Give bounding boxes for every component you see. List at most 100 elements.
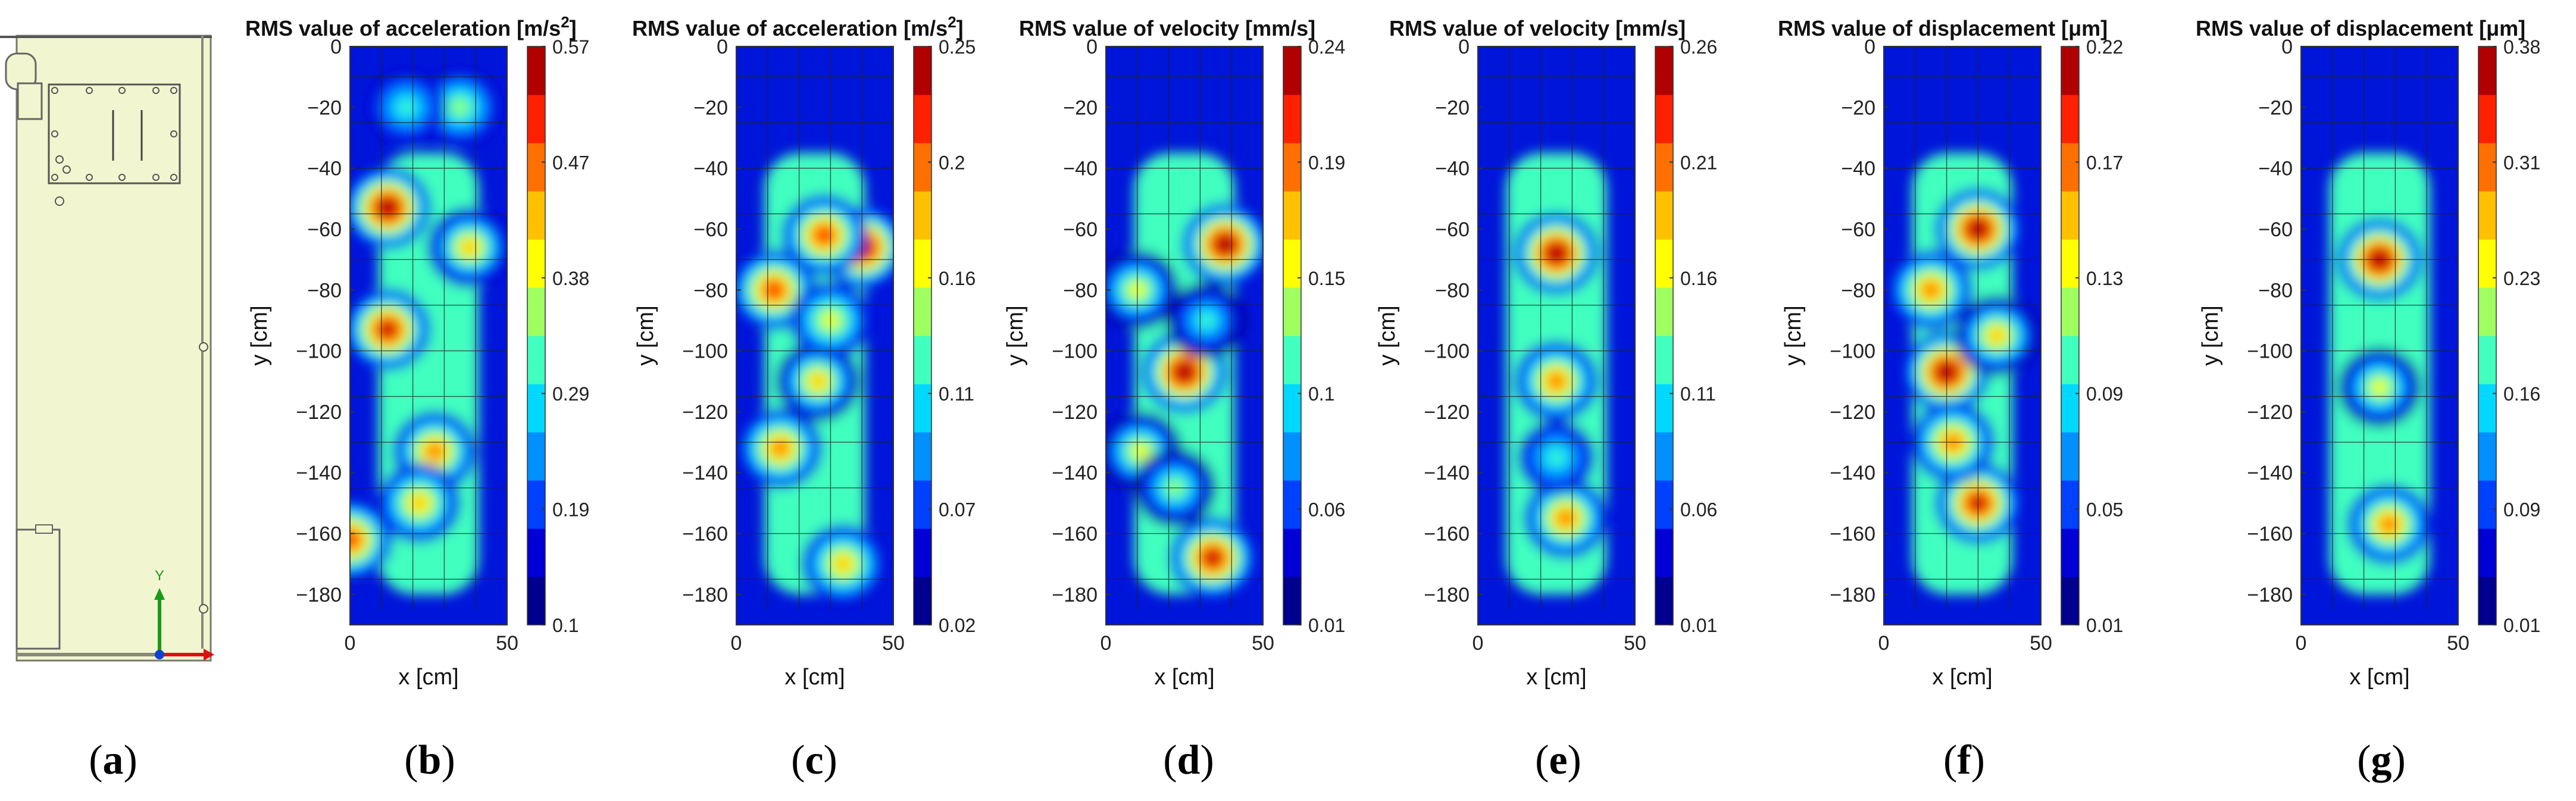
hotspot-3 bbox=[2347, 484, 2431, 565]
y-tick-label: −40 bbox=[1435, 158, 1470, 180]
colorbar-tick-label: 0.09 bbox=[2086, 383, 2123, 405]
chart-title: RMS value of acceleration [m/s2] bbox=[245, 13, 577, 40]
x-tick-label: 50 bbox=[1624, 632, 1646, 655]
x-tick-label: 50 bbox=[496, 632, 518, 655]
x-tick-label: 0 bbox=[345, 632, 356, 655]
colorbar-tick-label: 0.25 bbox=[939, 36, 976, 58]
cad-bottom-left-bracket bbox=[15, 528, 61, 650]
panel-letters: (a) (b) (c) (d) (e) (f) (g) bbox=[89, 737, 2406, 783]
y-tick-label: 0 bbox=[717, 36, 728, 58]
y-tick-label: −80 bbox=[1435, 279, 1470, 302]
hotspot-8 bbox=[377, 464, 461, 543]
y-tick-label: −20 bbox=[2258, 96, 2293, 119]
colorbar-tick-label: 0.05 bbox=[2086, 499, 2123, 521]
y-tick-label: −180 bbox=[2247, 584, 2293, 606]
y-tick-label: −40 bbox=[693, 158, 728, 180]
y-tick-label: −160 bbox=[1052, 523, 1098, 546]
y-tick-label: −160 bbox=[682, 523, 728, 546]
grid bbox=[736, 46, 893, 610]
chart-title-superscript: 2 bbox=[948, 13, 956, 31]
y-tick-label: −140 bbox=[1424, 462, 1470, 484]
cad-panel-bolts bbox=[51, 87, 208, 614]
hotspot-6 bbox=[801, 524, 885, 603]
x-tick-label: 50 bbox=[882, 632, 905, 655]
x-tick-label: 50 bbox=[2030, 632, 2052, 655]
plot-frame bbox=[1883, 46, 2042, 625]
chart-title: RMS value of acceleration [m/s2] bbox=[632, 13, 964, 40]
x-axis-label: x [cm] bbox=[398, 665, 458, 690]
hotspot-2 bbox=[350, 289, 431, 371]
y-tick-label: −120 bbox=[1052, 401, 1098, 424]
colorbar-tick-label: 0.19 bbox=[1308, 152, 1345, 173]
y-tick-label: −180 bbox=[296, 584, 342, 606]
y-tick-label: 0 bbox=[330, 36, 342, 58]
colorbar-tick-label: 0.17 bbox=[2086, 152, 2123, 173]
hotspot-1 bbox=[1513, 212, 1600, 295]
hotspot-2 bbox=[2338, 348, 2421, 427]
colorbar-tick-label: 0.21 bbox=[1680, 152, 1717, 173]
panel-letter: (c) bbox=[791, 737, 837, 783]
colorbar-tick-label: 0.38 bbox=[2503, 36, 2540, 58]
y-tick-label: −180 bbox=[1052, 584, 1098, 606]
y-tick-label: −120 bbox=[296, 401, 342, 424]
y-axis-label: y [cm] bbox=[2198, 305, 2223, 365]
colorbar-tick-label: 0.2 bbox=[939, 152, 965, 173]
x-tick-label: 0 bbox=[731, 632, 742, 655]
chart-title-superscript: 2 bbox=[561, 13, 569, 31]
hotspot-4 bbox=[1106, 251, 1179, 330]
y-tick-label: −140 bbox=[1830, 462, 1875, 484]
y-tick-label: −100 bbox=[682, 340, 728, 363]
x-axis-label: x [cm] bbox=[1526, 665, 1586, 690]
chart-title: RMS value of velocity [mm/s] bbox=[1019, 16, 1315, 40]
y-tick-label: −120 bbox=[1830, 401, 1875, 424]
hotspot-5 bbox=[1955, 295, 2039, 376]
y-tick-label: −60 bbox=[1063, 218, 1098, 241]
panel-letter: (d) bbox=[1163, 737, 1214, 783]
panel-a-cad-drawing: Y bbox=[0, 35, 214, 662]
x-axis-label: x [cm] bbox=[784, 665, 845, 690]
y-tick-label: −80 bbox=[1063, 279, 1098, 302]
y-tick-label: −160 bbox=[2247, 523, 2293, 546]
plot-frame bbox=[1105, 46, 1264, 625]
y-tick-label: −140 bbox=[296, 462, 342, 484]
y-tick-label: −180 bbox=[682, 584, 728, 606]
y-tick-label: −60 bbox=[307, 218, 342, 241]
chart-3: RMS value of velocity [mm/s]0−20−40−60−8… bbox=[1003, 16, 1345, 690]
hotspot-1 bbox=[1182, 203, 1263, 286]
y-tick-label: −120 bbox=[2247, 401, 2293, 424]
y-tick-label: −160 bbox=[1830, 523, 1875, 546]
heatmap-panels: RMS value of acceleration [m/s2]0−20−40−… bbox=[245, 13, 2540, 690]
chart-title-tail: ] bbox=[956, 16, 964, 40]
hotspot-1 bbox=[350, 167, 431, 249]
plot-frame bbox=[1477, 46, 1636, 625]
cad-origin-dot bbox=[155, 650, 164, 659]
panel-letter: (e) bbox=[1535, 737, 1581, 783]
panel-letter: (f) bbox=[1943, 737, 1985, 783]
heatmap-field bbox=[1106, 46, 1263, 625]
plot-frame bbox=[2300, 46, 2459, 625]
chart-title-tail: ] bbox=[570, 16, 577, 40]
colorbar-tick-label: 0.06 bbox=[1308, 499, 1345, 521]
y-tick-label: 0 bbox=[1458, 36, 1470, 58]
x-tick-label: 50 bbox=[2447, 632, 2469, 655]
x-axis-label: x [cm] bbox=[1154, 665, 1214, 690]
colorbar-tick-label: 0.16 bbox=[1680, 268, 1717, 289]
y-tick-label: −100 bbox=[1830, 340, 1875, 363]
colorbar-tick-label: 0.29 bbox=[552, 383, 589, 405]
y-tick-label: −120 bbox=[1424, 401, 1470, 424]
y-tick-label: −140 bbox=[1052, 462, 1098, 484]
x-axis-label: x [cm] bbox=[2349, 665, 2409, 690]
heatmap-field bbox=[736, 46, 893, 625]
panel-letter: (a) bbox=[89, 737, 137, 783]
y-tick-label: −20 bbox=[693, 96, 728, 119]
colorbar-tick-label: 0.26 bbox=[1680, 36, 1717, 58]
plot-frame bbox=[349, 46, 508, 625]
hotspot-2 bbox=[781, 195, 867, 276]
hotspot-4 bbox=[1518, 421, 1595, 495]
heatmap-field bbox=[2301, 46, 2458, 625]
colorbar: 0.38 0.31 0.23 0.16 0.09 0.01 bbox=[2478, 36, 2540, 636]
y-axis-label: y [cm] bbox=[633, 305, 658, 365]
cad-left-hinge-plate bbox=[17, 82, 43, 120]
colorbar-tick-label: 0.06 bbox=[1680, 499, 1717, 521]
cad-bracket-tab bbox=[35, 524, 53, 534]
